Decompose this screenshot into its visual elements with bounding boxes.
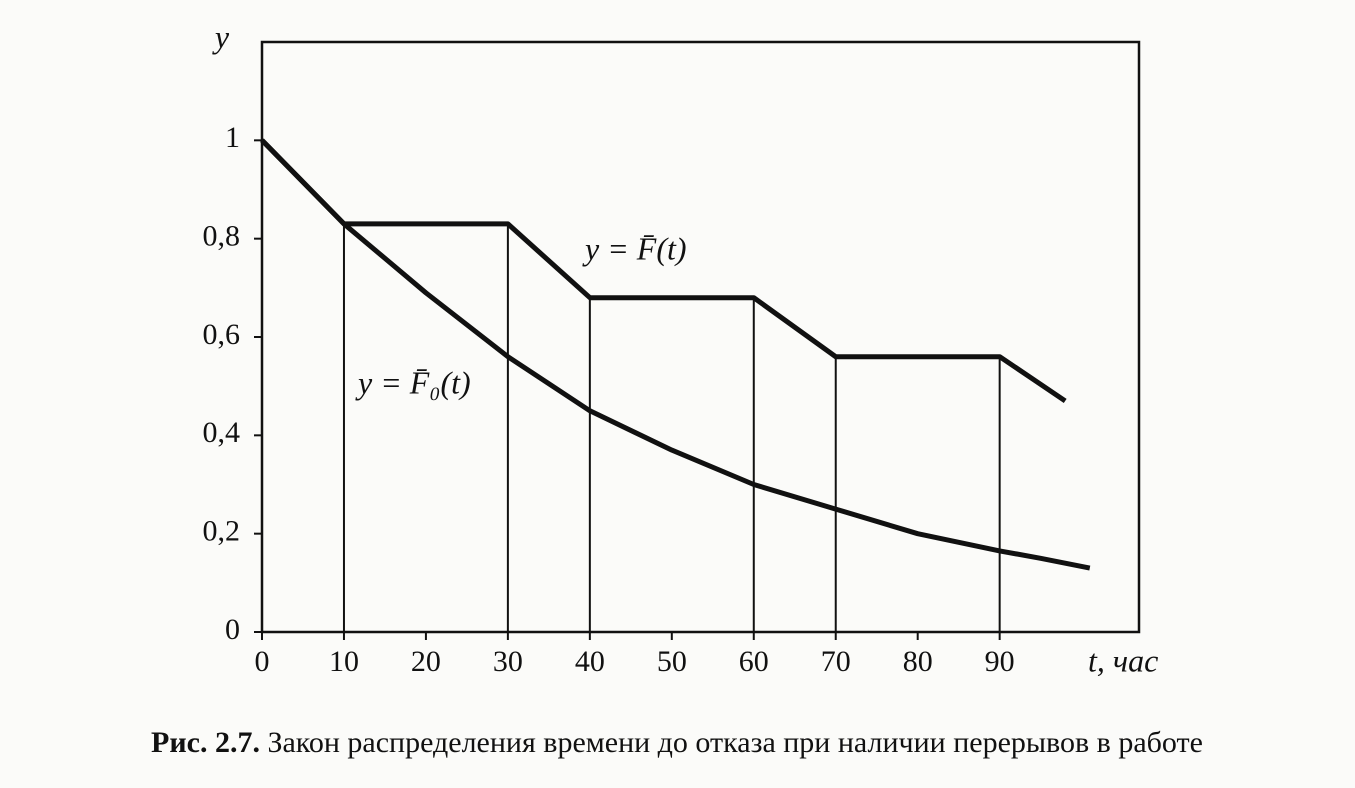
x-tick-label: 40 bbox=[575, 645, 605, 678]
y-tick-label: 0,6 bbox=[203, 318, 241, 351]
series-label: y = F̄(t) bbox=[582, 230, 687, 266]
caption-label: Рис. 2.7. bbox=[151, 726, 260, 759]
x-tick-label: 90 bbox=[985, 645, 1015, 678]
x-axis-label: t, час bbox=[1088, 642, 1158, 678]
y-tick-label: 0,4 bbox=[203, 416, 241, 449]
x-tick-label: 60 bbox=[739, 645, 769, 678]
y-tick-label: 0,8 bbox=[203, 220, 241, 253]
x-tick-label: 30 bbox=[493, 645, 523, 678]
series-line bbox=[260, 138, 1067, 403]
caption-text: Закон распределения времени до отказа пр… bbox=[267, 726, 1203, 759]
caption: Рис. 2.7. Закон распределения времени до… bbox=[151, 726, 1203, 759]
x-tick-label: 70 bbox=[821, 645, 851, 678]
x-tick-label: 0 bbox=[255, 645, 270, 678]
y-tick-label: 1 bbox=[225, 121, 240, 154]
x-tick-label: 80 bbox=[903, 645, 933, 678]
x-tick-label: 50 bbox=[657, 645, 687, 678]
x-tick-label: 20 bbox=[411, 645, 441, 678]
y-tick-label: 0,2 bbox=[203, 515, 241, 548]
y-tick-label: 0 bbox=[225, 613, 240, 646]
series-label: y = F̄₀(t) bbox=[355, 364, 471, 400]
y-axis-label: y bbox=[212, 18, 230, 54]
plot-frame bbox=[260, 40, 1141, 634]
x-tick-label: 10 bbox=[329, 645, 359, 678]
series-line bbox=[260, 138, 1091, 571]
